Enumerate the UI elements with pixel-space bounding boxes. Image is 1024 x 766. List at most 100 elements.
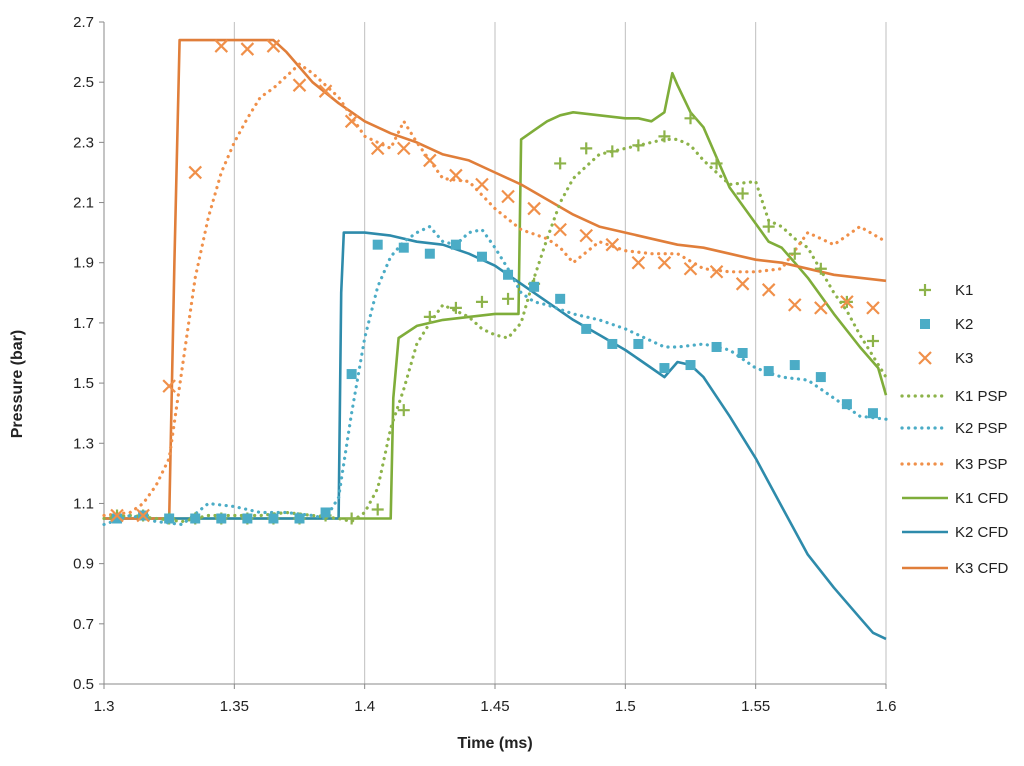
point-k3-12: [423, 153, 437, 168]
legend-item-k1-cfd: K1 CFD: [902, 490, 1009, 507]
x-axis-ticks: 1.3 1.35 1.4 1.45 1.5 1.55 1.6: [94, 684, 897, 715]
point-k3-0: [110, 508, 124, 523]
legend-item-k3: K3: [918, 350, 973, 367]
point-k2-27: [815, 372, 826, 383]
point-k3-8: [318, 84, 333, 98]
x-axis-title: Time (ms): [457, 735, 532, 752]
point-k2-16: [529, 281, 540, 292]
point-k2-26: [789, 360, 800, 371]
series-k2-cfd: [104, 231, 887, 641]
point-k3-26: [787, 298, 802, 312]
series-k3-cfd: [104, 38, 887, 520]
y-tick-label-0: 0.5: [73, 676, 94, 693]
point-k2-5: [242, 513, 253, 524]
legend-item-k2-cfd: K2 CFD: [902, 524, 1009, 541]
series-k1-cfd: [104, 71, 888, 520]
legend-label-k1: K1: [955, 282, 973, 299]
point-k1-24: [736, 187, 749, 200]
point-k2-21: [659, 363, 670, 374]
point-k2-3: [190, 513, 201, 524]
legend-swatch-k3: [918, 351, 932, 365]
point-k2-29: [867, 408, 878, 419]
point-k2-20: [633, 338, 644, 349]
point-k3-23: [709, 264, 724, 279]
legend-swatch-k2: [920, 319, 930, 329]
point-k2-22: [685, 360, 696, 371]
point-k2-19: [607, 338, 618, 349]
point-k3-13: [449, 168, 463, 183]
point-k3-2: [162, 379, 176, 393]
point-k3-1: [136, 508, 150, 523]
vertical-gridlines: [103, 22, 887, 684]
y-tick-label-3: 1.1: [73, 495, 94, 512]
point-k1-21: [658, 130, 671, 143]
point-k2-7: [294, 513, 305, 524]
point-k3-11: [396, 141, 411, 156]
y-tick-label-8: 2.1: [73, 195, 94, 212]
legend-item-k2-psp: K2 PSP: [900, 420, 1008, 437]
point-k3-29: [866, 301, 880, 315]
line-k2-cfd: [104, 231, 887, 641]
point-k3-5: [240, 42, 255, 56]
x-tick-label-0: 1.3: [94, 698, 115, 715]
point-k3-14: [475, 177, 489, 192]
point-k1-23: [710, 157, 723, 170]
legend-item-k3-cfd: K3 CFD: [902, 560, 1009, 577]
x-tick-label-5: 1.55: [741, 698, 770, 715]
legend-label-k3-psp: K3 PSP: [955, 456, 1008, 473]
point-k1-15: [502, 292, 515, 305]
y-tick-label-6: 1.7: [73, 315, 94, 332]
legend-label-k2: K2: [955, 316, 973, 333]
point-k1-17: [554, 157, 567, 170]
point-k1-14: [475, 295, 488, 308]
point-k2-2: [164, 513, 175, 524]
point-k2-14: [476, 251, 487, 262]
point-k2-9: [346, 369, 357, 380]
legend-label-k3: K3: [955, 350, 973, 367]
point-k1-27: [814, 262, 827, 275]
point-k3-25: [761, 283, 776, 297]
point-k1-22: [684, 112, 697, 125]
point-k1-12: [423, 310, 436, 323]
y-tick-label-1: 0.7: [73, 616, 94, 633]
point-k3-20: [631, 255, 646, 270]
series-layer: [102, 38, 888, 641]
point-k1-26: [788, 247, 801, 260]
point-k1-11: [397, 404, 410, 417]
point-k2-13: [450, 239, 461, 250]
point-k3-19: [605, 237, 620, 252]
point-k3-21: [657, 255, 672, 270]
point-k3-27: [814, 301, 828, 315]
point-k2-15: [503, 269, 514, 280]
point-k1-9: [345, 512, 358, 525]
legend-label-k2-psp: K2 PSP: [955, 420, 1008, 437]
y-tick-label-7: 1.9: [73, 255, 94, 272]
y-tick-label-10: 2.5: [73, 74, 94, 91]
point-k2-0: [112, 513, 123, 524]
point-k2-17: [555, 293, 566, 304]
point-k3-4: [214, 39, 229, 53]
point-k3-28: [840, 295, 854, 309]
point-k2-8: [320, 507, 331, 518]
point-k1-13: [449, 301, 462, 314]
point-k1-10: [371, 503, 384, 516]
point-k3-18: [579, 228, 594, 243]
legend-item-k2: K2: [920, 316, 973, 333]
point-k2-25: [763, 366, 774, 377]
point-k1-20: [632, 139, 645, 152]
point-k2-11: [398, 242, 409, 253]
legend-item-k3-psp: K3 PSP: [900, 456, 1008, 473]
y-tick-label-11: 2.7: [73, 14, 94, 31]
x-tick-label-3: 1.45: [480, 698, 509, 715]
point-k3-22: [683, 261, 698, 276]
point-k3-3: [188, 165, 203, 180]
x-tick-label-6: 1.6: [876, 698, 897, 715]
point-k3-16: [527, 201, 541, 216]
point-k3-6: [266, 39, 281, 53]
point-k3-9: [344, 114, 359, 129]
point-k2-23: [711, 341, 722, 352]
x-tick-label-4: 1.5: [615, 698, 636, 715]
line-k3-cfd: [104, 38, 887, 520]
series-k3: [110, 39, 880, 523]
